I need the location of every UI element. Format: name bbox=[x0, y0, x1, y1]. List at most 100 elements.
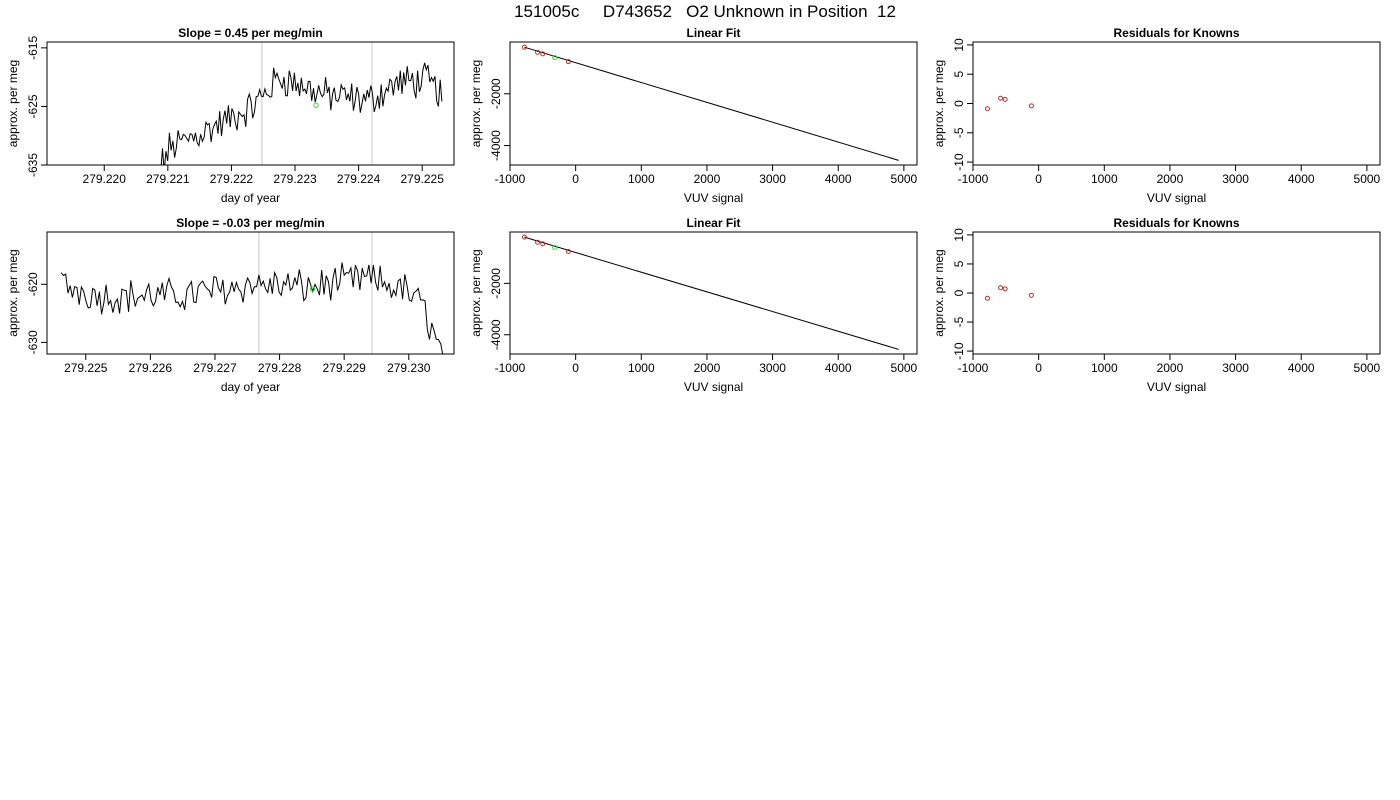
residual-point bbox=[1028, 103, 1034, 109]
y-tick-label: 10 bbox=[952, 38, 966, 52]
plot-area bbox=[521, 44, 899, 161]
plot-frame bbox=[46, 231, 455, 355]
y-axis-label: approx. per meg bbox=[6, 60, 20, 147]
x-tick-label: 1000 bbox=[628, 361, 655, 375]
y-tick-label: -2000 bbox=[489, 268, 503, 299]
x-tick-label: 2000 bbox=[694, 361, 721, 375]
x-tick-label: 0 bbox=[1035, 361, 1042, 375]
known-point bbox=[565, 59, 571, 65]
panel-title: Linear Fit bbox=[686, 216, 740, 230]
panel-title: Linear Fit bbox=[686, 26, 740, 40]
x-tick-label: 279.224 bbox=[337, 172, 381, 186]
x-axis-label: VUV signal bbox=[684, 380, 743, 394]
plot-area bbox=[984, 95, 1034, 112]
plot-frame bbox=[509, 41, 918, 166]
x-tick-label: 4000 bbox=[1288, 361, 1315, 375]
panel-title: Slope = -0.03 per meg/min bbox=[176, 216, 324, 230]
x-tick-label: 2000 bbox=[1157, 361, 1184, 375]
plot-area bbox=[521, 234, 899, 350]
residual-point bbox=[1002, 286, 1008, 292]
y-tick-label: -5 bbox=[952, 127, 966, 138]
x-tick-label: 279.221 bbox=[146, 172, 190, 186]
x-tick-label: 3000 bbox=[1222, 172, 1249, 186]
plot-frame bbox=[972, 41, 1381, 166]
x-axis-label: VUV signal bbox=[684, 191, 743, 205]
unknown-point bbox=[552, 244, 558, 250]
x-axis-label: VUV signal bbox=[1147, 380, 1206, 394]
x-tick-label: 4000 bbox=[1288, 172, 1315, 186]
panel-title: Slope = 0.45 per meg/min bbox=[178, 26, 322, 40]
fit-line bbox=[524, 46, 899, 161]
residual-point bbox=[998, 285, 1004, 291]
plot-frame bbox=[509, 231, 918, 355]
x-tick-label: 3000 bbox=[759, 361, 786, 375]
y-tick-label: 5 bbox=[952, 71, 966, 78]
x-tick-label: 0 bbox=[572, 361, 579, 375]
chart-panel-3: Residuals for Knowns VUV signal approx. pe… bbox=[932, 26, 1381, 205]
y-tick-label: -5 bbox=[952, 316, 966, 327]
x-tick-label: 5000 bbox=[891, 172, 918, 186]
x-tick-label: -1000 bbox=[958, 361, 989, 375]
y-axis-label: approx. per meg bbox=[469, 60, 483, 147]
known-point bbox=[521, 44, 527, 50]
x-tick-label: 4000 bbox=[825, 172, 852, 186]
x-tick-label: 1000 bbox=[1091, 172, 1118, 186]
plot-area bbox=[60, 232, 444, 354]
unknown-point bbox=[552, 55, 558, 61]
x-tick-label: 279.222 bbox=[210, 172, 254, 186]
y-tick-label: -635 bbox=[26, 153, 40, 177]
x-tick-label: 1000 bbox=[628, 172, 655, 186]
time-series-line bbox=[160, 62, 443, 165]
time-series-line bbox=[60, 262, 444, 354]
x-tick-label: 5000 bbox=[891, 361, 918, 375]
y-tick-label: 0 bbox=[952, 289, 966, 296]
x-tick-label: 5000 bbox=[1354, 361, 1381, 375]
x-tick-label: 2000 bbox=[1157, 172, 1184, 186]
x-tick-label: 279.226 bbox=[129, 361, 173, 375]
chart-panel-5: Linear Fit VUV signal approx. per meg -1000… bbox=[469, 216, 918, 394]
y-tick-label: -4000 bbox=[489, 130, 503, 161]
chart-panel-6: Residuals for Knowns VUV signal approx. pe… bbox=[932, 216, 1381, 394]
panel-title: Residuals for Knowns bbox=[1113, 216, 1239, 230]
x-tick-label: 0 bbox=[572, 172, 579, 186]
y-tick-label: -615 bbox=[26, 36, 40, 60]
x-tick-label: 279.227 bbox=[193, 361, 237, 375]
x-tick-label: 279.229 bbox=[322, 361, 366, 375]
plot-frame bbox=[46, 41, 455, 166]
y-axis-label: approx. per meg bbox=[932, 60, 946, 147]
x-tick-label: 1000 bbox=[1091, 361, 1118, 375]
y-tick-label: -625 bbox=[26, 94, 40, 118]
residual-point bbox=[998, 95, 1004, 101]
plot-frame bbox=[972, 231, 1381, 355]
x-tick-label: 279.225 bbox=[64, 361, 108, 375]
x-tick-label: 279.230 bbox=[387, 361, 431, 375]
figure-title: 151005c D743652 O2 Unknown in Position 1… bbox=[514, 2, 896, 21]
known-point bbox=[540, 241, 546, 247]
y-axis-label: approx. per meg bbox=[469, 249, 483, 336]
x-tick-label: -1000 bbox=[495, 361, 526, 375]
x-tick-label: 0 bbox=[1035, 172, 1042, 186]
fit-line bbox=[524, 236, 899, 350]
residual-point bbox=[984, 106, 990, 112]
known-point bbox=[535, 49, 541, 55]
y-tick-label: -2000 bbox=[489, 78, 503, 109]
y-tick-label: 0 bbox=[952, 100, 966, 107]
x-tick-label: 4000 bbox=[825, 361, 852, 375]
chart-panel-4: Slope = -0.03 per meg/min day of year appr… bbox=[6, 216, 455, 394]
y-tick-label: -10 bbox=[952, 342, 966, 360]
residual-point bbox=[1028, 292, 1034, 298]
y-tick-label: -630 bbox=[26, 330, 40, 354]
y-tick-label: -10 bbox=[952, 153, 966, 171]
y-tick-label: -620 bbox=[26, 272, 40, 296]
y-tick-label: 10 bbox=[952, 228, 966, 242]
x-tick-label: -1000 bbox=[958, 172, 989, 186]
residual-point bbox=[984, 295, 990, 301]
known-point bbox=[521, 234, 527, 240]
x-axis-label: day of year bbox=[221, 380, 280, 394]
unknown-marker-point bbox=[309, 286, 316, 292]
x-tick-label: 279.225 bbox=[401, 172, 445, 186]
x-axis-label: day of year bbox=[221, 191, 280, 205]
x-tick-label: 2000 bbox=[694, 172, 721, 186]
known-point bbox=[540, 51, 546, 57]
